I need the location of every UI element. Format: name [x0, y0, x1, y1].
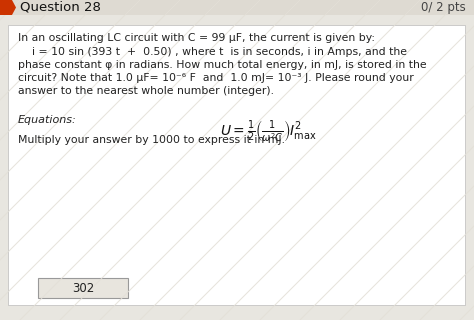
Text: phase constant φ in radians. How much total energy, in mJ, is stored in the: phase constant φ in radians. How much to…	[18, 60, 427, 70]
Text: In an oscillating LC circuit with C = 99 μF, the current is given by:: In an oscillating LC circuit with C = 99…	[18, 33, 375, 43]
Text: answer to the nearest whole number (integer).: answer to the nearest whole number (inte…	[18, 86, 274, 96]
Text: 0/ 2 pts: 0/ 2 pts	[421, 1, 466, 14]
Text: Multiply your answer by 1000 to express it in mJ.: Multiply your answer by 1000 to express …	[18, 135, 285, 145]
Text: $U = \frac{1}{2}\left(\frac{1}{\omega^2 C}\right) I^2_{\mathrm{max}}$: $U = \frac{1}{2}\left(\frac{1}{\omega^2 …	[220, 118, 317, 144]
Text: circuit? Note that 1.0 μF= 10⁻⁶ F  and  1.0 mJ= 10⁻³ J. Please round your: circuit? Note that 1.0 μF= 10⁻⁶ F and 1.…	[18, 73, 414, 83]
Text: Equations:: Equations:	[18, 115, 77, 125]
Polygon shape	[0, 0, 16, 15]
Text: Question 28: Question 28	[20, 1, 101, 14]
Text: i = 10 sin (393 t  +  0.50) , where t  is in seconds, i in Amps, and the: i = 10 sin (393 t + 0.50) , where t is i…	[18, 47, 407, 57]
Text: 302: 302	[72, 282, 94, 294]
Bar	[38, 278, 128, 298]
Bar	[0, 0, 474, 15]
Bar	[8, 25, 465, 305]
